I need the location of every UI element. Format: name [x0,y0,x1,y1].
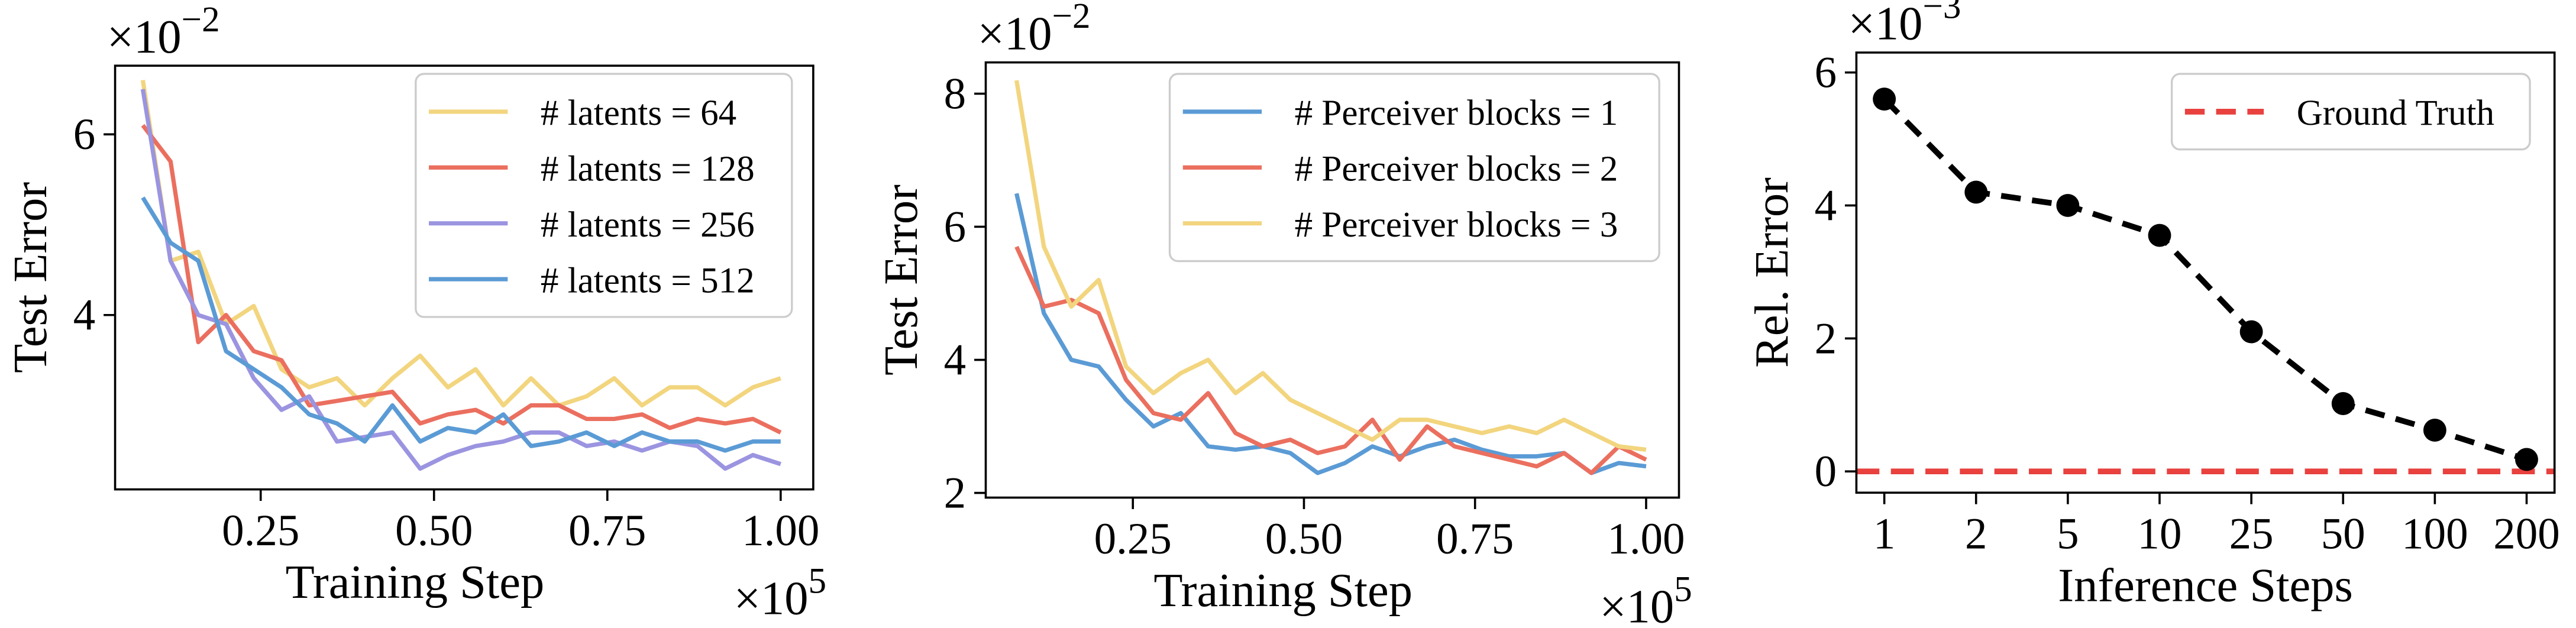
x-tick-label: 0.75 [1436,514,1514,564]
multiplier-base: ×10 [1848,0,1923,50]
point [2148,224,2171,247]
multiplier-base: ×10 [734,572,809,625]
y-axis-label: Test Error [875,184,927,375]
multiplier-exponent: 5 [809,562,827,601]
plot-frame [984,61,1680,499]
x-tick-label: 100 [2402,510,2468,559]
series-line [141,124,782,435]
x-tick-label: 1 [1873,510,1895,559]
multiplier-exponent: −2 [182,0,220,40]
legend-label: # latents = 64 [541,93,736,133]
point [2331,392,2355,415]
legend-label: # Perceiver blocks = 1 [1295,93,1618,133]
y-axis-label: Test Error [4,182,57,373]
y-tick-label: 6 [944,202,966,251]
multiplier-base: ×10 [978,7,1052,60]
x-tick-label: 1.00 [1607,514,1685,564]
legend-label: # Perceiver blocks = 2 [1295,149,1618,189]
series-line [1014,245,1647,475]
point [2423,419,2446,442]
x-tick-label: 200 [2493,510,2559,559]
x-axis-label: Training Step [1153,564,1413,617]
y-tick-label: 6 [1815,48,1837,98]
x-tick-label: 0.25 [1094,514,1172,564]
x-tick-label: 0.50 [1265,514,1343,564]
x-tick-label: 0.75 [568,506,646,555]
legend-label: Ground Truth [2297,93,2494,133]
multiplier-exponent: 5 [1674,569,1692,609]
legend-label: # latents = 512 [541,261,755,300]
legend-label: # latents = 256 [541,205,755,245]
plot-frame [114,64,815,491]
legend-label: # Perceiver blocks = 3 [1295,205,1618,245]
y-tick-label: 4 [944,336,966,385]
plot-frame [1855,51,2556,494]
x-axis-label: Training Step [286,556,545,608]
legend-box [1168,73,1660,263]
x-tick-label: 0.50 [395,506,473,555]
x-tick-label: 2 [1965,510,1987,559]
point [2515,448,2538,471]
x-tick-label: 0.25 [222,506,299,555]
multiplier-exponent: −2 [1052,0,1091,36]
y-tick-label: 6 [73,110,95,159]
x-tick-label: 10 [2138,510,2182,559]
y-axis-label: Rel. Error [1746,177,1798,368]
point [1873,88,1896,111]
y-tick-label: 8 [944,69,966,118]
y-tick-label: 4 [1815,181,1837,230]
x-axis-label: Inference Steps [2058,559,2353,611]
legend-box [2170,73,2531,151]
series-line [141,196,781,453]
x-tick-label: 1.00 [742,506,819,555]
y-tick-label: 2 [944,469,966,518]
y-tick-label: 4 [73,291,95,340]
x-tick-label: 25 [2229,510,2274,559]
x-tick-label: 50 [2321,510,2365,559]
series-line [1014,193,1647,475]
point [1964,180,1988,204]
x-tick-label: 5 [2057,510,2079,559]
multiplier-base: ×10 [107,11,182,63]
multiplier-base: ×10 [1599,581,1674,628]
series-line [1014,80,1647,452]
series-line [1882,97,2527,462]
y-tick-label: 0 [1815,447,1837,496]
y-tick-label: 2 [1815,314,1837,363]
legend-box [415,73,793,318]
multiplier-exponent: −3 [1922,0,1961,27]
series-line [140,79,781,408]
point [2239,320,2263,344]
point [2056,194,2080,217]
legend-label: # latents = 128 [541,149,755,189]
